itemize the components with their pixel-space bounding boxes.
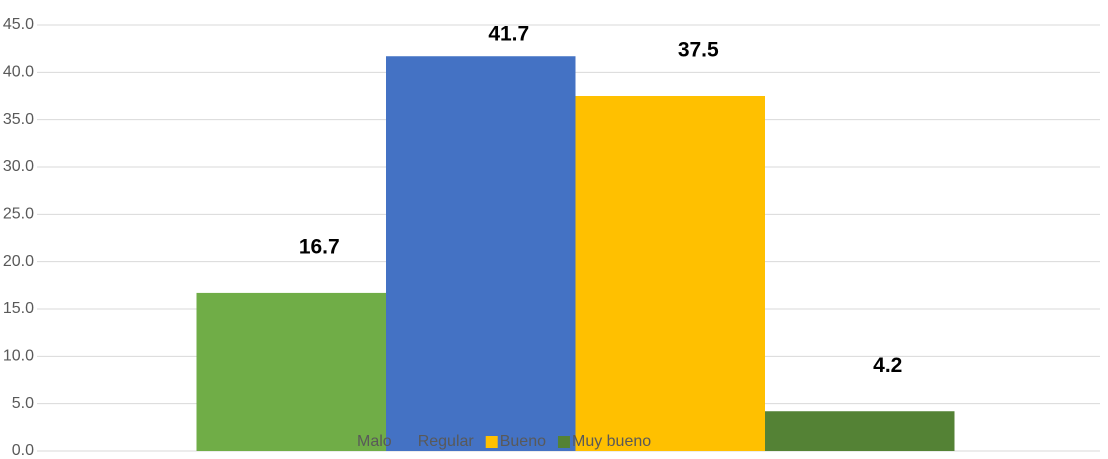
bar: [386, 56, 576, 452]
legend-label: Malo: [357, 433, 392, 450]
legend-swatch: [485, 436, 498, 448]
legend-label: Regular: [418, 433, 475, 450]
legend-label: Bueno: [500, 433, 546, 450]
y-tick-label: 45.0: [3, 16, 34, 33]
y-tick-label: 30.0: [3, 158, 34, 175]
y-tick-label: 25.0: [3, 206, 34, 223]
legend-swatch: [343, 436, 355, 448]
y-tick-label: 35.0: [3, 111, 34, 128]
data-label: 16.7: [299, 235, 340, 258]
bar: [196, 292, 386, 451]
y-tick-label: 40.0: [3, 64, 34, 81]
legend-swatch: [403, 436, 416, 448]
y-tick-label: 5.0: [12, 395, 34, 412]
y-tick-label: 10.0: [3, 348, 34, 365]
data-label: 4.2: [873, 354, 902, 377]
y-tick-label: 15.0: [3, 300, 34, 317]
y-tick-label: 20.0: [3, 253, 34, 270]
legend-label: Muy bueno: [572, 433, 651, 450]
y-tick-label: 0.0: [12, 442, 34, 459]
legend-swatch: [557, 436, 570, 448]
bar: [765, 411, 955, 451]
bar: [575, 96, 765, 451]
data-label: 41.7: [488, 23, 529, 46]
data-label: 37.5: [678, 39, 719, 62]
